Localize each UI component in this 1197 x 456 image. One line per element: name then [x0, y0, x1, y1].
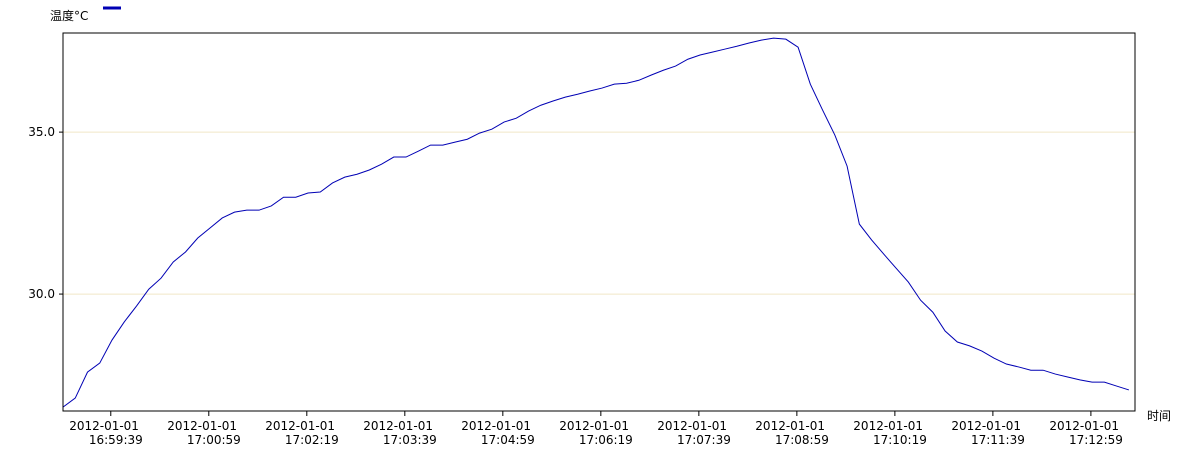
x-tick-time: 17:04:59 [481, 433, 535, 447]
x-tick-time: 17:10:19 [873, 433, 927, 447]
x-tick-time: 16:59:39 [89, 433, 143, 447]
x-tick-label: 2012-01-01 17:10:19 [853, 419, 927, 447]
x-tick-date: 2012-01-01 [1049, 419, 1123, 433]
x-tick-label: 2012-01-01 17:12:59 [1049, 419, 1123, 447]
plot-frame [62, 32, 1136, 412]
x-tick-label: 2012-01-01 17:07:39 [657, 419, 731, 447]
line [62, 37, 1130, 408]
x-tick-label: 2012-01-01 17:06:19 [559, 419, 633, 447]
x-tick-time: 17:07:39 [677, 433, 731, 447]
x-tick-date: 2012-01-01 [167, 419, 241, 433]
x-tick-time: 17:03:39 [383, 433, 437, 447]
x-tick-label: 2012-01-01 17:00:59 [167, 419, 241, 447]
x-tick-date: 2012-01-01 [755, 419, 829, 433]
y-tick-label: 30.0 [28, 287, 55, 301]
x-tick-date: 2012-01-01 [853, 419, 927, 433]
x-tick-date: 2012-01-01 [657, 419, 731, 433]
x-tick-label: 2012-01-01 17:02:19 [265, 419, 339, 447]
x-tick-label: 2012-01-01 17:03:39 [363, 419, 437, 447]
y-axis-label: 温度°C [50, 8, 88, 23]
x-tick-date: 2012-01-01 [951, 419, 1025, 433]
x-tick-date: 2012-01-01 [69, 419, 143, 433]
x-tick-date: 2012-01-01 [363, 419, 437, 433]
x-tick-time: 17:12:59 [1069, 433, 1123, 447]
x-tick-time: 17:06:19 [579, 433, 633, 447]
x-tick-date: 2012-01-01 [461, 419, 535, 433]
y-tick-label: 35.0 [28, 125, 55, 139]
x-tick-time: 17:08:59 [775, 433, 829, 447]
x-axis-label: 时间 [1147, 409, 1171, 423]
x-tick-date: 2012-01-01 [265, 419, 339, 433]
x-tick-label: 2012-01-01 16:59:39 [69, 419, 143, 447]
x-tick-label: 2012-01-01 17:04:59 [461, 419, 535, 447]
x-tick-time: 17:00:59 [187, 433, 241, 447]
x-tick-time: 17:11:39 [971, 433, 1025, 447]
x-tick-date: 2012-01-01 [559, 419, 633, 433]
x-tick-time: 17:02:19 [285, 433, 339, 447]
x-tick-label: 2012-01-01 17:08:59 [755, 419, 829, 447]
x-tick-label: 2012-01-01 17:11:39 [951, 419, 1025, 447]
